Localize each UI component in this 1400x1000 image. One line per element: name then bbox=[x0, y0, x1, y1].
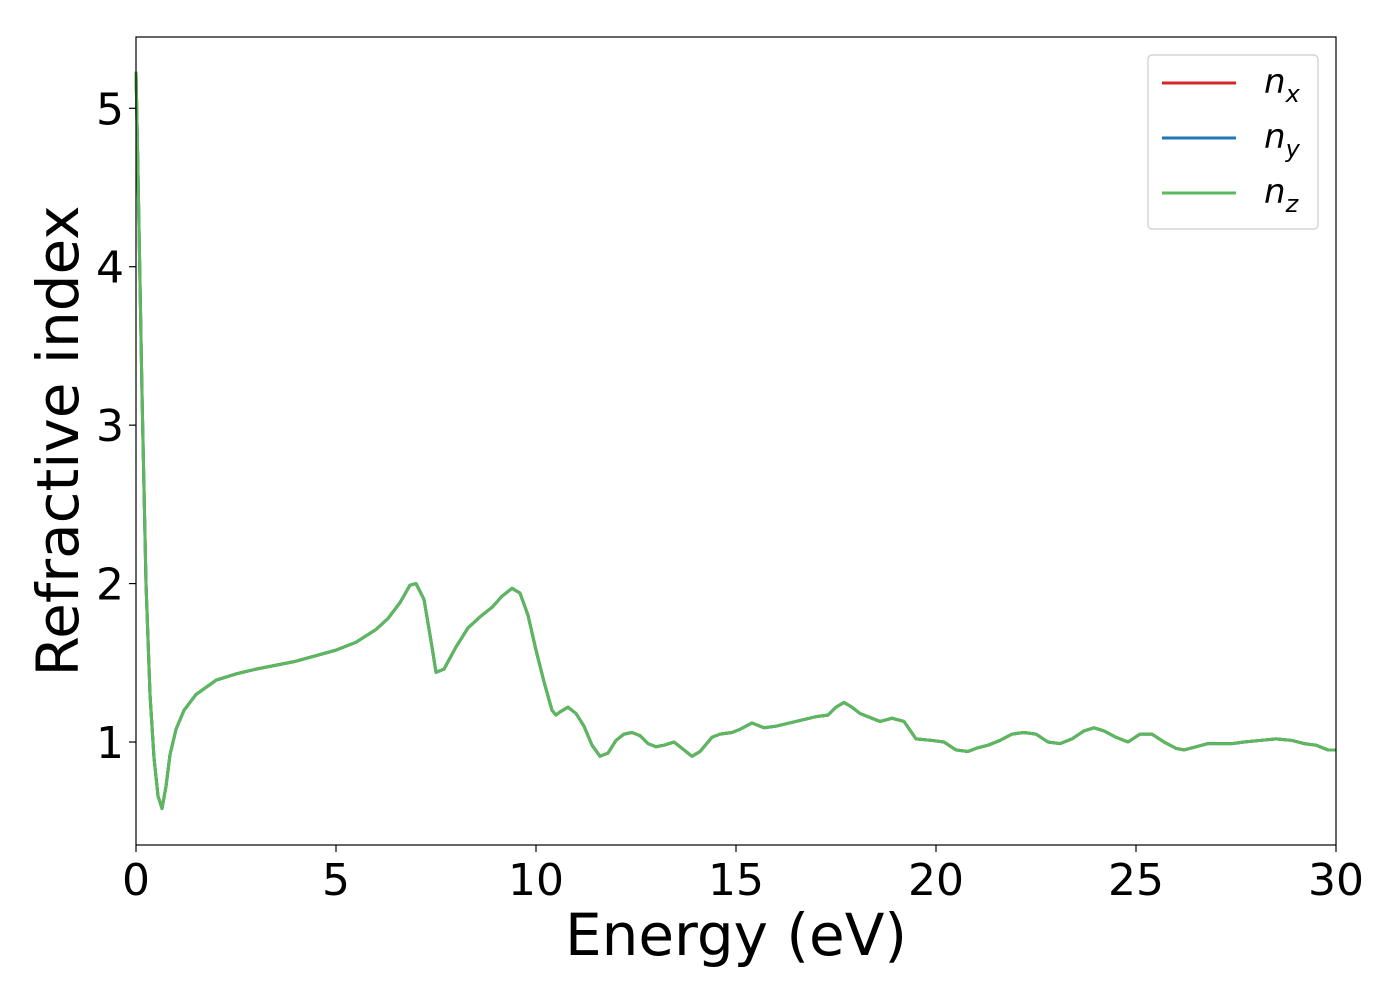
legend-box bbox=[1147, 54, 1319, 230]
y-axis-title: Refractive index bbox=[24, 205, 92, 676]
x-tick-label: 30 bbox=[1308, 855, 1364, 906]
x-tick-label: 0 bbox=[122, 855, 150, 906]
y-axis-ticks: 1 2 3 4 5 bbox=[96, 84, 136, 769]
legend-label-n-x: nx bbox=[1264, 62, 1301, 108]
y-tick-label: 1 bbox=[96, 718, 124, 769]
legend-label-n-y: ny bbox=[1264, 117, 1301, 163]
x-tick-label: 20 bbox=[908, 855, 964, 906]
x-tick-label: 15 bbox=[708, 855, 764, 906]
y-tick-label: 3 bbox=[96, 401, 124, 452]
x-axis-ticks: 0 5 10 15 20 25 30 bbox=[122, 845, 1364, 906]
x-axis-title: Energy (eV) bbox=[565, 901, 907, 969]
y-tick-label: 2 bbox=[96, 560, 124, 611]
legend: nx ny nz bbox=[1147, 54, 1319, 230]
x-tick-label: 10 bbox=[508, 855, 564, 906]
series-layer bbox=[134, 71, 1336, 811]
x-tick-label: 25 bbox=[1108, 855, 1164, 906]
y-tick-label: 5 bbox=[96, 84, 124, 135]
x-tick-label: 5 bbox=[322, 855, 350, 906]
legend-label-n-z: nz bbox=[1264, 172, 1300, 218]
series-line-n-z bbox=[134, 71, 1336, 811]
y-tick-label: 4 bbox=[96, 243, 124, 294]
